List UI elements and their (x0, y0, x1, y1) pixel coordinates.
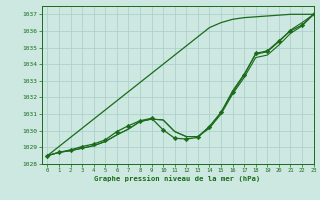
X-axis label: Graphe pression niveau de la mer (hPa): Graphe pression niveau de la mer (hPa) (94, 175, 261, 182)
